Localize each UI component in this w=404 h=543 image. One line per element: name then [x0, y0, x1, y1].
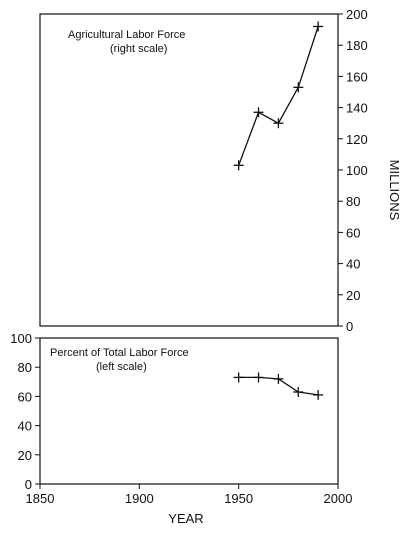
right-axis-tick-label: 60 [346, 225, 360, 240]
x-axis-tick-label: 1950 [224, 491, 253, 506]
right-axis-tick-label: 200 [346, 7, 368, 22]
percent-point [273, 373, 284, 384]
right-axis-tick-label: 40 [346, 257, 360, 272]
right-axis-tick-label: 120 [346, 132, 368, 147]
ag-labor-point [233, 160, 244, 171]
x-axis-tick-label: 1850 [26, 491, 55, 506]
right-axis-tick-label: 180 [346, 38, 368, 53]
right-axis-tick-label: 80 [346, 194, 360, 209]
right-axis-label: MILLIONS [387, 160, 402, 221]
top-panel-frame [39, 13, 339, 327]
left-axis-ticks: 0 20 40 60 80 100 [10, 331, 40, 492]
percent-point [253, 372, 264, 383]
percent-point [293, 387, 304, 398]
right-axis-tick-label: 100 [346, 163, 368, 178]
ag-labor-line [238, 26, 319, 166]
left-axis-tick-label: 80 [18, 360, 32, 375]
right-axis-ticks: 0 20 40 60 80 100 120 140 160 180 200 [338, 7, 368, 334]
bottom-chart-subtitle: (left scale) [96, 361, 147, 373]
ag-labor-series [233, 21, 324, 171]
percent-point [313, 389, 324, 400]
bottom-chart-title: Percent of Total Labor Force [50, 347, 189, 359]
top-chart-title: Agricultural Labor Force [68, 29, 185, 41]
left-axis-tick-label: 100 [10, 331, 32, 346]
bottom-panel-frame [39, 337, 339, 485]
left-axis-tick-label: 40 [18, 419, 32, 434]
ag-labor-point [313, 21, 324, 32]
top-chart-subtitle: (right scale) [110, 43, 167, 55]
x-axis-tick-label: 2000 [324, 491, 353, 506]
ag-labor-point [273, 118, 284, 129]
left-axis-tick-label: 20 [18, 448, 32, 463]
x-axis-ticks: 1850 1900 1950 2000 [26, 484, 353, 506]
ag-labor-point [293, 82, 304, 93]
ag-labor-point [253, 107, 264, 118]
percent-series [233, 372, 324, 400]
right-axis-tick-label: 20 [346, 288, 360, 303]
right-axis-tick-label: 0 [346, 319, 353, 334]
right-axis-tick-label: 140 [346, 101, 368, 116]
percent-point [233, 372, 244, 383]
x-axis-tick-label: 1900 [125, 491, 154, 506]
x-axis-label: YEAR [168, 511, 203, 526]
right-axis-tick-label: 160 [346, 69, 368, 84]
left-axis-tick-label: 0 [25, 477, 32, 492]
left-axis-tick-label: 60 [18, 389, 32, 404]
